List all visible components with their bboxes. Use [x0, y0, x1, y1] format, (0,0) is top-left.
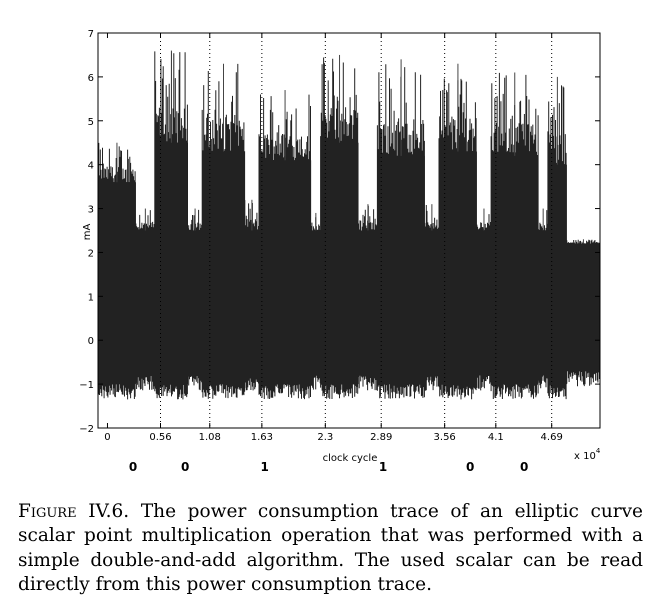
x-axis-multiplier: x 104 — [574, 447, 601, 462]
trace-spikes-8 — [320, 57, 359, 399]
trace-spikes-13 — [476, 214, 491, 391]
trace-spikes-11 — [424, 205, 439, 391]
x-tick-label: 4.1 — [488, 432, 504, 443]
figure-caption: Figure IV.6. The power consumption trace… — [18, 500, 643, 597]
trace-spikes-10 — [376, 64, 425, 399]
trace-spikes-9 — [358, 205, 378, 391]
trace-spikes-2 — [154, 51, 188, 400]
scalar-bit-label: 1 — [379, 460, 387, 474]
plot-area — [97, 50, 600, 400]
x-tick-label: 3.56 — [434, 432, 456, 443]
y-tick-label: 6 — [88, 73, 94, 84]
y-axis-label: mA — [82, 224, 93, 241]
trace-spikes-12 — [438, 78, 477, 400]
x-tick-label: 4.69 — [541, 432, 563, 443]
y-tick-label: 7 — [88, 29, 94, 40]
scalar-bit-label: 0 — [129, 460, 137, 474]
trace-spikes-4 — [201, 63, 246, 399]
trace-spikes-1 — [135, 210, 155, 391]
trace-spikes-17 — [566, 239, 600, 387]
axes-box — [97, 32, 601, 429]
x-tick-label: 0 — [104, 432, 110, 443]
y-axis-ticks: −2 −1 0 1 2 3 4 5 6 7 — [79, 29, 600, 435]
trace-spikes-7 — [310, 217, 321, 390]
trace-spikes-15 — [537, 210, 548, 389]
y-tick-label: −2 — [79, 424, 94, 435]
scalar-bit-label: 0 — [466, 460, 474, 474]
x-axis-multiplier-exponent: 4 — [596, 447, 601, 455]
trace-spikes-3 — [187, 209, 203, 391]
y-tick-label: 2 — [88, 248, 94, 259]
y-tick-label: 4 — [88, 161, 94, 172]
trace-spikes-5 — [244, 200, 259, 391]
x-axis-multiplier-base: x 10 — [574, 451, 596, 462]
y-tick-label: −1 — [79, 380, 94, 391]
y-tick-label: 5 — [88, 117, 94, 128]
trace-spikes-16 — [547, 85, 567, 400]
scalar-bit-label: 0 — [181, 460, 189, 474]
scalar-bit-labels: 0 0 1 1 0 0 — [129, 460, 529, 474]
x-axis-ticks: 0 0.56 1.08 1.63 2.3 2.89 3.56 4.1 4.69 — [104, 33, 563, 443]
trace-spikes-14 — [490, 72, 539, 399]
x-tick-label: 0.56 — [149, 432, 171, 443]
figure-caption-label: Figure IV.6. — [18, 501, 130, 522]
scalar-bit-label: 1 — [261, 460, 269, 474]
y-tick-label: 0 — [88, 336, 94, 347]
x-tick-label: 2.89 — [370, 432, 392, 443]
y-tick-label: 1 — [88, 292, 94, 303]
x-tick-label: 1.08 — [199, 432, 221, 443]
scalar-bit-label: 0 — [520, 460, 528, 474]
x-tick-label: 2.3 — [317, 432, 333, 443]
figure-caption-text: The power consumption trace of an ellipt… — [18, 501, 644, 595]
x-axis-label: clock cycle — [323, 453, 378, 464]
x-tick-label: 1.63 — [251, 432, 273, 443]
trace-spikes-6 — [258, 94, 311, 400]
y-tick-label: 3 — [88, 205, 94, 216]
